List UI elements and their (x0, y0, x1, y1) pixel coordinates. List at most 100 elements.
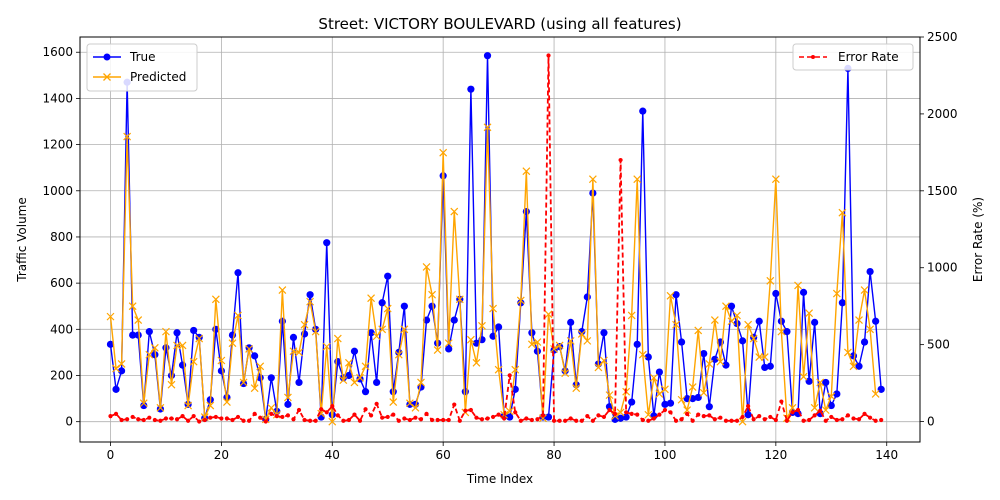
error-rate-point (762, 417, 767, 422)
predicted-point (162, 327, 170, 336)
predicted-point (444, 339, 453, 348)
true-point (472, 339, 481, 347)
predicted-point (588, 175, 597, 184)
true-point (783, 328, 791, 336)
error-rate-point (734, 418, 740, 423)
predicted-point (333, 334, 342, 343)
predicted-point (516, 296, 525, 305)
true-point (877, 385, 885, 393)
legend-error-label: Error Rate (838, 50, 899, 64)
error-rate-point (136, 417, 141, 422)
error-rate-point (424, 411, 429, 416)
error-rate-point (141, 417, 146, 423)
predicted-point (550, 345, 558, 353)
error-rate-point (856, 417, 862, 422)
error-rate-point (518, 418, 523, 423)
error-rate-point (751, 417, 756, 422)
predicted-point (472, 358, 481, 367)
error-rate-point (180, 414, 185, 419)
y2-tick-label: 1500 (927, 184, 958, 198)
error-rate-point (779, 399, 784, 404)
true-point (278, 317, 286, 325)
predicted-point (871, 390, 880, 398)
predicted-point (322, 342, 331, 351)
predicted-point (400, 325, 409, 334)
error-rate-point (718, 415, 723, 420)
true-point (284, 400, 292, 408)
true-point (605, 403, 614, 411)
y2-tick-label: 1000 (927, 261, 958, 275)
true-point (738, 337, 747, 345)
error-rate-point (546, 53, 551, 58)
legend-error-marker (811, 55, 815, 59)
true-point (323, 239, 331, 247)
predicted-point (533, 338, 542, 346)
predicted-point (694, 326, 703, 335)
predicted-point (411, 403, 420, 412)
error-rate-point (485, 416, 490, 421)
error-rate-point (274, 414, 279, 419)
true-point (616, 414, 625, 422)
predicted-point (522, 167, 531, 176)
error-rate-point (862, 411, 867, 416)
true-point (694, 393, 702, 402)
true-point (450, 316, 458, 324)
predicted-point (483, 123, 492, 132)
predicted-point (616, 408, 625, 417)
predicted-markers (106, 123, 880, 426)
error-rate-point (807, 417, 812, 423)
error-rate-point (679, 417, 684, 422)
true-point (217, 367, 225, 375)
error-rate-markers (108, 53, 884, 424)
error-rate-point (879, 417, 884, 423)
error-rate-point (346, 417, 352, 423)
predicted-point (594, 363, 603, 372)
error-rate-point (380, 415, 385, 420)
error-rate-point (834, 417, 839, 423)
error-rate-point (407, 417, 412, 423)
true-point (445, 345, 453, 353)
true-point (361, 388, 370, 396)
true-point (384, 272, 392, 280)
predicted-point (566, 336, 575, 345)
error-rate-point (818, 408, 823, 413)
error-rate-point (790, 410, 795, 415)
predicted-point (211, 295, 220, 304)
predicted-point (422, 263, 431, 271)
predicted-point (367, 294, 376, 303)
predicted-point (139, 399, 148, 408)
error-rate-point (441, 417, 446, 423)
error-rate-point (147, 415, 152, 420)
y-tick-label: 1000 (42, 184, 73, 198)
true-point (406, 400, 414, 408)
true-point (140, 401, 148, 410)
error-rate-point (296, 407, 302, 413)
true-point (267, 374, 275, 382)
predicted-point (699, 388, 708, 397)
error-rate-point (873, 418, 878, 423)
y2-tick-label: 2000 (927, 107, 958, 121)
error-rate-point (646, 418, 651, 423)
error-rate-point (746, 404, 751, 409)
true-point (251, 352, 259, 360)
true-point (495, 323, 503, 331)
predicted-point (688, 383, 697, 391)
predicted-point (295, 348, 303, 357)
y2-tick-label: 2500 (927, 30, 958, 44)
error-rate-point (396, 418, 401, 423)
error-rate-point (823, 418, 828, 423)
error-rate-point (812, 413, 817, 418)
true-point (106, 340, 115, 348)
true-point (245, 344, 253, 352)
predicted-point (450, 207, 459, 216)
true-point (367, 329, 375, 337)
predicted-point (328, 417, 337, 426)
y2-tick-label: 0 (927, 415, 935, 429)
true-point (805, 377, 813, 385)
x-tick-label: 40 (325, 448, 340, 462)
predicted-point (555, 341, 564, 350)
true-point (195, 333, 203, 341)
error-rate-point (868, 415, 873, 420)
error-rate-point (125, 417, 130, 422)
predicted-point (860, 286, 869, 294)
